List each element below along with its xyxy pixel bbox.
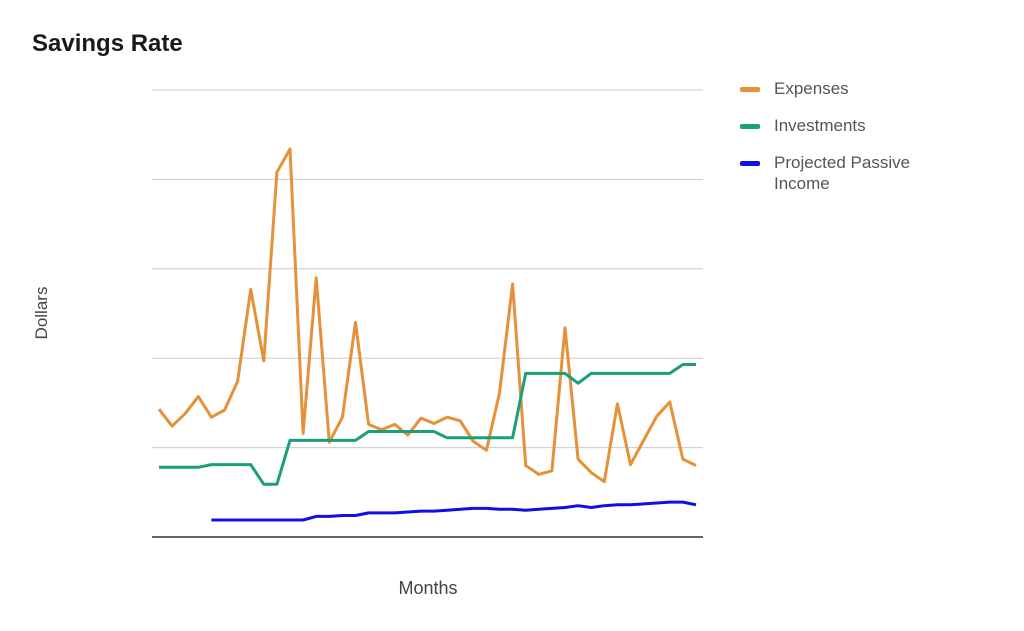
legend-swatch-projected-passive-income [740, 161, 760, 166]
legend: Expenses Investments Projected Passive I… [740, 78, 990, 210]
legend-item-expenses[interactable]: Expenses [740, 78, 990, 99]
series-line-projected-passive-income[interactable] [211, 500, 697, 522]
chart-title: Savings Rate [32, 30, 183, 57]
legend-label: Investments [774, 116, 866, 135]
series-line-investments[interactable] [159, 363, 696, 486]
x-axis-label: Months [398, 578, 458, 598]
legend-label: Projected Passive Income [774, 153, 911, 193]
series-line-expenses[interactable] [157, 147, 697, 484]
legend-item-investments[interactable]: Investments [740, 115, 990, 136]
legend-label: Expenses [774, 79, 849, 98]
legend-swatch-investments [740, 124, 760, 129]
legend-swatch-expenses [740, 87, 760, 92]
legend-item-projected-passive-income[interactable]: Projected Passive Income [740, 152, 990, 194]
